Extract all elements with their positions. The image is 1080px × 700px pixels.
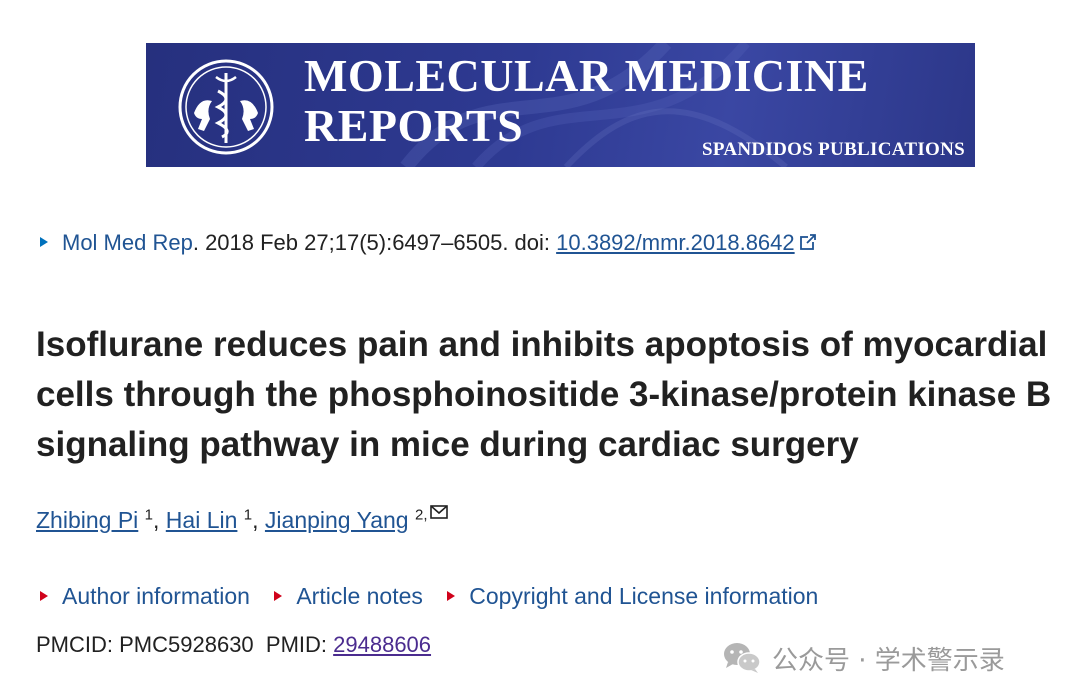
info-link-label: Author information (62, 583, 250, 609)
author-list: Zhibing Pi 1, Hai Lin 1, Jianping Yang 2… (36, 503, 448, 537)
pmid-label: PMID: (265, 632, 334, 657)
pmid-link[interactable]: 29488606 (333, 632, 432, 657)
author-information-toggle[interactable]: Author information (40, 580, 250, 612)
article-identifiers: PMCID: PMC5928630 PMID: 29488606 (36, 629, 431, 661)
dna-helix-decoration (400, 43, 788, 167)
author-link[interactable]: Hai Lin (165, 507, 238, 533)
wechat-icon (724, 643, 761, 673)
publisher-name: SPANDIDOS PUBLICATIONS (702, 139, 965, 160)
pmcid-label: PMCID: (36, 632, 120, 657)
watermark-text: 公众号 · 学术警示录 (772, 645, 1005, 676)
author-link[interactable]: Zhibing Pi (36, 507, 139, 533)
info-links: Author information Article notes Copyrig… (40, 580, 836, 612)
article-title: Isoflurane reduces pain and inhibits apo… (36, 325, 1052, 464)
author-link[interactable]: Jianping Yang (264, 507, 409, 533)
author-separator: , (252, 507, 265, 533)
article-notes-toggle[interactable]: Article notes (274, 580, 423, 612)
triangle-right-icon (40, 590, 48, 601)
pmcid-value: PMC5928630 (119, 632, 254, 657)
affiliation-marker: 1 (243, 506, 253, 524)
citation-line: Mol Med Rep. 2018 Feb 27;17(5):6497–6505… (40, 228, 817, 258)
external-link-icon[interactable] (799, 233, 817, 251)
doi-link[interactable]: 10.3892/mmr.2018.8642 (556, 230, 795, 255)
watermark: 公众号 · 学术警示录 (722, 638, 1005, 678)
spandidos-logo-icon (178, 59, 274, 155)
triangle-right-icon (40, 237, 48, 248)
copyright-license-toggle[interactable]: Copyright and License information (447, 580, 818, 612)
triangle-right-icon (274, 590, 283, 601)
info-link-label: Article notes (296, 583, 423, 609)
affiliation-marker: 2, (414, 506, 428, 524)
affiliation-marker: 1 (144, 506, 154, 524)
author-separator: , (153, 507, 166, 533)
info-link-label: Copyright and License information (469, 583, 819, 609)
citation-details: . 2018 Feb 27;17(5):6497–6505. doi: (192, 230, 557, 255)
envelope-icon[interactable] (429, 505, 448, 520)
journal-link[interactable]: Mol Med Rep (62, 230, 193, 255)
journal-name: MOLECULAR MEDICINE REPORTS (304, 50, 869, 151)
journal-banner: MOLECULAR MEDICINE REPORTS SPANDIDOS PUB… (146, 43, 975, 167)
triangle-right-icon (447, 590, 456, 601)
